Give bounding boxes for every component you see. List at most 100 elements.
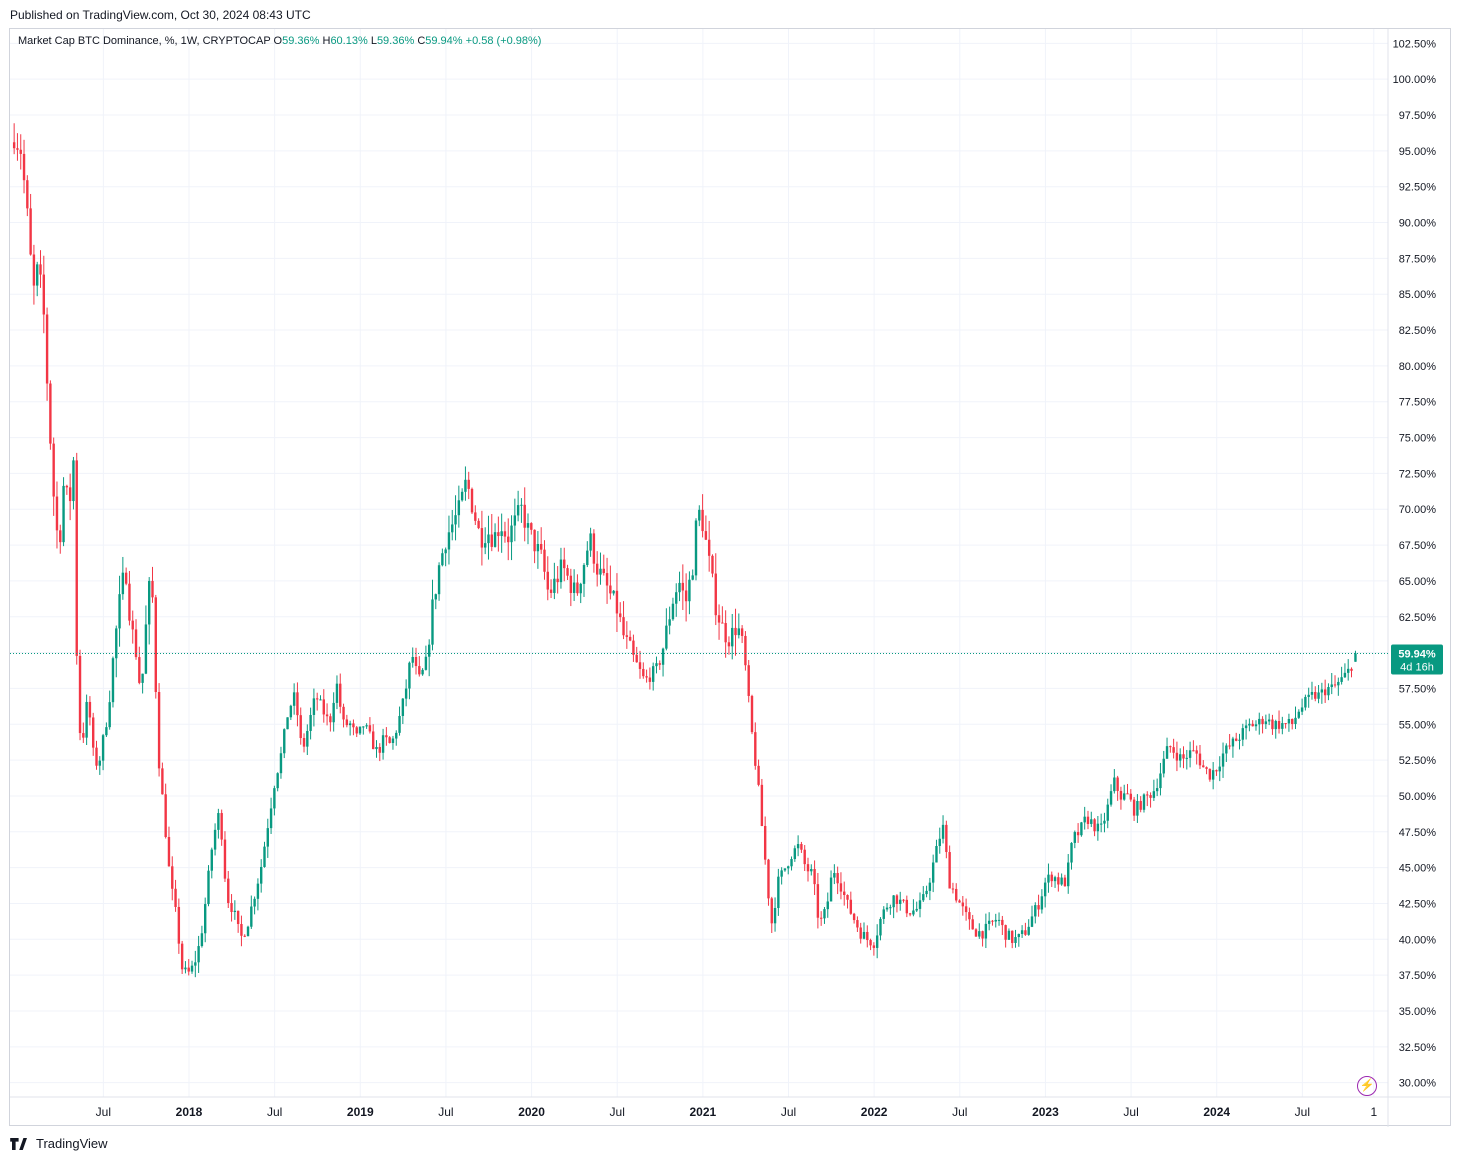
candle-body [1175,752,1179,761]
x-tick-label: Jul [952,1105,967,1119]
candle-body [217,813,220,830]
candle-body [148,580,151,625]
candle-body [553,578,556,593]
x-tick-label: 2022 [861,1105,888,1119]
candle-body [882,909,885,919]
candle-body [1291,718,1294,725]
chart-legend: Market Cap BTC Dominance, %, 1W, CRYPTOC… [18,35,541,47]
chart-frame [9,28,1451,1126]
x-tick-label: Jul [781,1105,796,1119]
candle-body [236,910,240,925]
candle-body [230,903,233,912]
candle-body [151,580,154,598]
candle-body [675,592,678,604]
candle-body [184,967,187,970]
x-tick-label: Jul [96,1105,111,1119]
candle-body [510,525,513,543]
candle-body [108,702,111,728]
bar-countdown: 4d 16h [1400,661,1434,673]
candle-body [253,898,256,907]
candle-body [678,582,681,593]
candle-body [144,624,148,674]
candle-body [266,828,269,847]
candle-body [167,837,171,867]
candle-body [1241,728,1245,740]
candle-body [846,894,849,900]
candle-body [431,599,434,645]
candle-body [1152,791,1156,798]
candle-body [556,578,559,583]
legend-close-label: C [417,35,426,47]
candle-body [922,894,925,901]
x-tick-label: 2019 [347,1105,374,1119]
y-tick-label: 92.50% [1399,182,1437,194]
candle-body [29,208,32,255]
candle-body [286,717,289,730]
candle-body [174,888,177,907]
candle-body [437,565,441,595]
candle-body [523,504,526,528]
candle-body [418,666,421,675]
x-tick-label: Jul [438,1105,453,1119]
candle-body [365,725,368,727]
candle-body [92,717,95,748]
last-price-badge [1391,644,1443,675]
candle-body [1096,823,1100,832]
candle-body [1040,896,1044,910]
candle-body [65,485,69,488]
candle-body [1221,753,1225,767]
candle-body [500,531,503,537]
y-tick-label: 80.00% [1399,361,1437,373]
candle-body [141,673,144,683]
candle-body [1053,877,1057,882]
candle-body [322,699,325,715]
candle-body [951,888,955,890]
y-tick-label: 55.00% [1399,719,1437,731]
candle-body [964,906,968,913]
candle-body [263,846,266,867]
candle-body [763,826,767,860]
candle-body [134,629,138,658]
candle-body [421,669,424,675]
candle-body [707,539,711,556]
y-tick-label: 37.50% [1399,970,1437,982]
candle-body [118,594,121,629]
candle-body [1057,877,1060,885]
candle-body [1205,767,1208,769]
candle-body [352,723,355,728]
y-tick-label: 45.00% [1399,863,1437,875]
candle-body [955,888,958,901]
candle-body [487,534,490,544]
candle-body [1037,905,1040,910]
candle-body [740,628,744,636]
candle-body [750,695,754,733]
x-tick-label: 2018 [176,1105,203,1119]
candle-body [800,844,803,850]
tradingview-logo-icon [10,1137,28,1150]
candle-body [111,658,115,703]
candle-body [668,619,671,626]
candle-body [1317,692,1320,699]
candle-body [638,662,642,669]
lightning-icon[interactable]: ⚡ [1357,1076,1377,1096]
y-tick-label: 30.00% [1399,1078,1437,1090]
candle-body [1251,723,1254,727]
candle-body [760,784,764,827]
candle-body [665,625,668,649]
candle-body [688,579,691,602]
candle-body [1169,746,1172,748]
candle-body [75,460,78,656]
candle-body [1294,717,1297,725]
candle-body [1347,668,1350,673]
candle-body [737,628,741,636]
candle-body [22,153,26,181]
candle-body [467,479,470,489]
y-tick-label: 102.50% [1393,38,1437,50]
candle-body [813,869,816,885]
candle-body [480,528,484,548]
candle-body [398,715,401,733]
candle-body [691,575,694,580]
candle-body [974,929,978,937]
candle-body [197,946,200,963]
